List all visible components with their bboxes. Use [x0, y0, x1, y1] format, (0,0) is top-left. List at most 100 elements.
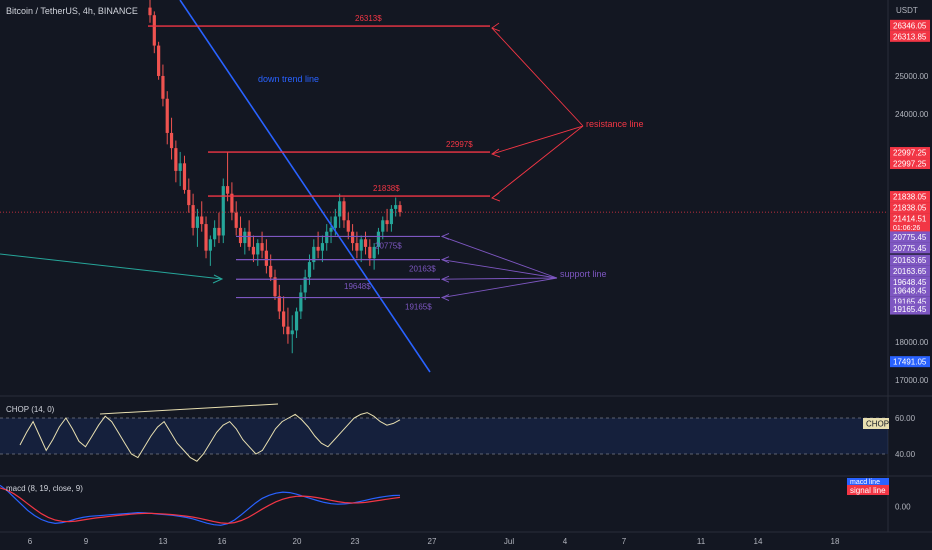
time-axis-label: 4: [563, 537, 568, 546]
resistance-arrowhead: [491, 148, 501, 158]
price-axis-label-text: 26346.05: [893, 21, 927, 30]
candle-body: [195, 216, 200, 228]
price-axis-label: [890, 202, 930, 214]
candle-body: [234, 212, 238, 228]
price-axis-label-text: 20163.65: [893, 256, 927, 265]
signal-legend-badge: [847, 485, 889, 495]
resistance-arrowhead: [491, 22, 501, 32]
macd-legend-text: macd line: [850, 479, 880, 486]
time-axis-label: 11: [697, 537, 706, 546]
left-trend-arrowhead: [212, 274, 224, 284]
candle-body: [260, 243, 264, 251]
candle-body: [161, 75, 165, 99]
price-axis-label: [890, 254, 930, 266]
resistance-annotation: resistance line: [586, 119, 644, 129]
time-axis-label: 7: [622, 537, 627, 546]
candle-body: [363, 239, 368, 247]
time-axis-label: 23: [351, 537, 360, 546]
candle-body: [359, 239, 363, 251]
price-axis-label: [890, 19, 930, 31]
candle-body: [333, 216, 337, 228]
support-arrowhead: [440, 275, 450, 283]
candle-body: [273, 277, 277, 297]
candle-body: [178, 163, 182, 171]
time-axis-label: 13: [159, 537, 168, 546]
support-line-label: 19648$: [344, 282, 371, 291]
candle-body: [157, 45, 161, 76]
support-line-label: 19165$: [405, 303, 432, 312]
candle-body: [169, 132, 174, 149]
price-axis-label-text: 20775.45: [893, 233, 927, 242]
candle-body: [338, 201, 342, 217]
candle-body: [187, 189, 191, 206]
candle-body: [294, 311, 299, 331]
candle-body: [286, 326, 290, 335]
chop-badge: [863, 418, 889, 429]
signal-line: [0, 487, 401, 525]
candle-body: [191, 205, 195, 228]
candle-body: [307, 262, 312, 278]
time-axis-label: 9: [84, 537, 89, 546]
candle-body: [247, 231, 251, 247]
price-axis-label: [890, 296, 930, 308]
candle-body: [325, 231, 329, 244]
candle-body: [299, 292, 303, 312]
candle-body: [320, 243, 325, 251]
candle-body: [200, 216, 204, 225]
chop-trendline: [99, 403, 279, 415]
price-axis-label-text: 21838.05: [893, 204, 927, 213]
candle-body: [204, 224, 208, 251]
price-tick-label: 24000.00: [895, 110, 929, 119]
price-axis-label: [890, 356, 930, 368]
resistance-callout-arrow: [491, 125, 584, 155]
candle-body: [221, 186, 225, 236]
support-callout-arrow: [441, 235, 558, 279]
time-axis-label: 14: [754, 537, 763, 546]
candle-body: [264, 250, 268, 266]
candle-body: [243, 231, 247, 244]
resistance-line-label: 26313$: [355, 14, 382, 23]
currency-label: USDT: [896, 6, 918, 15]
chop-indicator-label[interactable]: CHOP (14, 0): [6, 405, 55, 414]
support-arrowhead: [440, 294, 450, 301]
price-axis-label-text: 19648.45: [893, 278, 927, 287]
price-axis-label: [890, 276, 930, 288]
candle-body: [238, 227, 243, 244]
countdown-label: 01:06:26: [893, 225, 920, 232]
macd-legend-badge: [847, 478, 889, 485]
candle-body: [269, 265, 273, 278]
chop-series-line: [19, 412, 401, 462]
down-trend-line: [179, 0, 431, 373]
price-axis-label-text: 19165.45: [893, 298, 927, 307]
candle-body: [350, 231, 355, 244]
chart-title: Bitcoin / TetherUS, 4h, BINANCE: [6, 6, 138, 16]
support-callout-arrow: [441, 259, 558, 279]
price-axis-label: [890, 147, 930, 159]
price-axis-label: [890, 303, 930, 315]
candle-body: [389, 208, 393, 225]
price-axis-label-text: 21838.05: [893, 193, 927, 202]
left-trend-line: [0, 253, 223, 280]
macd-indicator-label[interactable]: macd (8, 19, close, 9): [6, 484, 83, 493]
candle-body: [372, 246, 376, 259]
signal-legend-text: signal line: [850, 486, 886, 495]
price-axis-label-text: 22997.25: [893, 160, 927, 169]
support-line-label: 20163$: [409, 265, 436, 274]
price-axis-label-text: 22997.25: [893, 149, 927, 158]
candle-body: [208, 239, 212, 251]
candle-body: [148, 7, 152, 16]
time-axis-label: 20: [293, 537, 302, 546]
price-axis-label-text: 17491.05: [893, 358, 927, 367]
time-axis-label: 16: [218, 537, 227, 546]
resistance-line-label: 21838$: [373, 184, 400, 193]
candle-body: [303, 277, 307, 293]
support-callout-arrow: [441, 277, 558, 299]
price-tick-label: 25000.00: [895, 72, 929, 81]
support-arrowhead: [440, 256, 450, 264]
macd-tick-label: 0.00: [895, 502, 911, 511]
chop-tick-label: 60.00: [895, 414, 916, 423]
price-tick-label: 17000.00: [895, 376, 929, 385]
candle-body: [329, 227, 333, 232]
time-axis-label: Jul: [504, 537, 514, 546]
